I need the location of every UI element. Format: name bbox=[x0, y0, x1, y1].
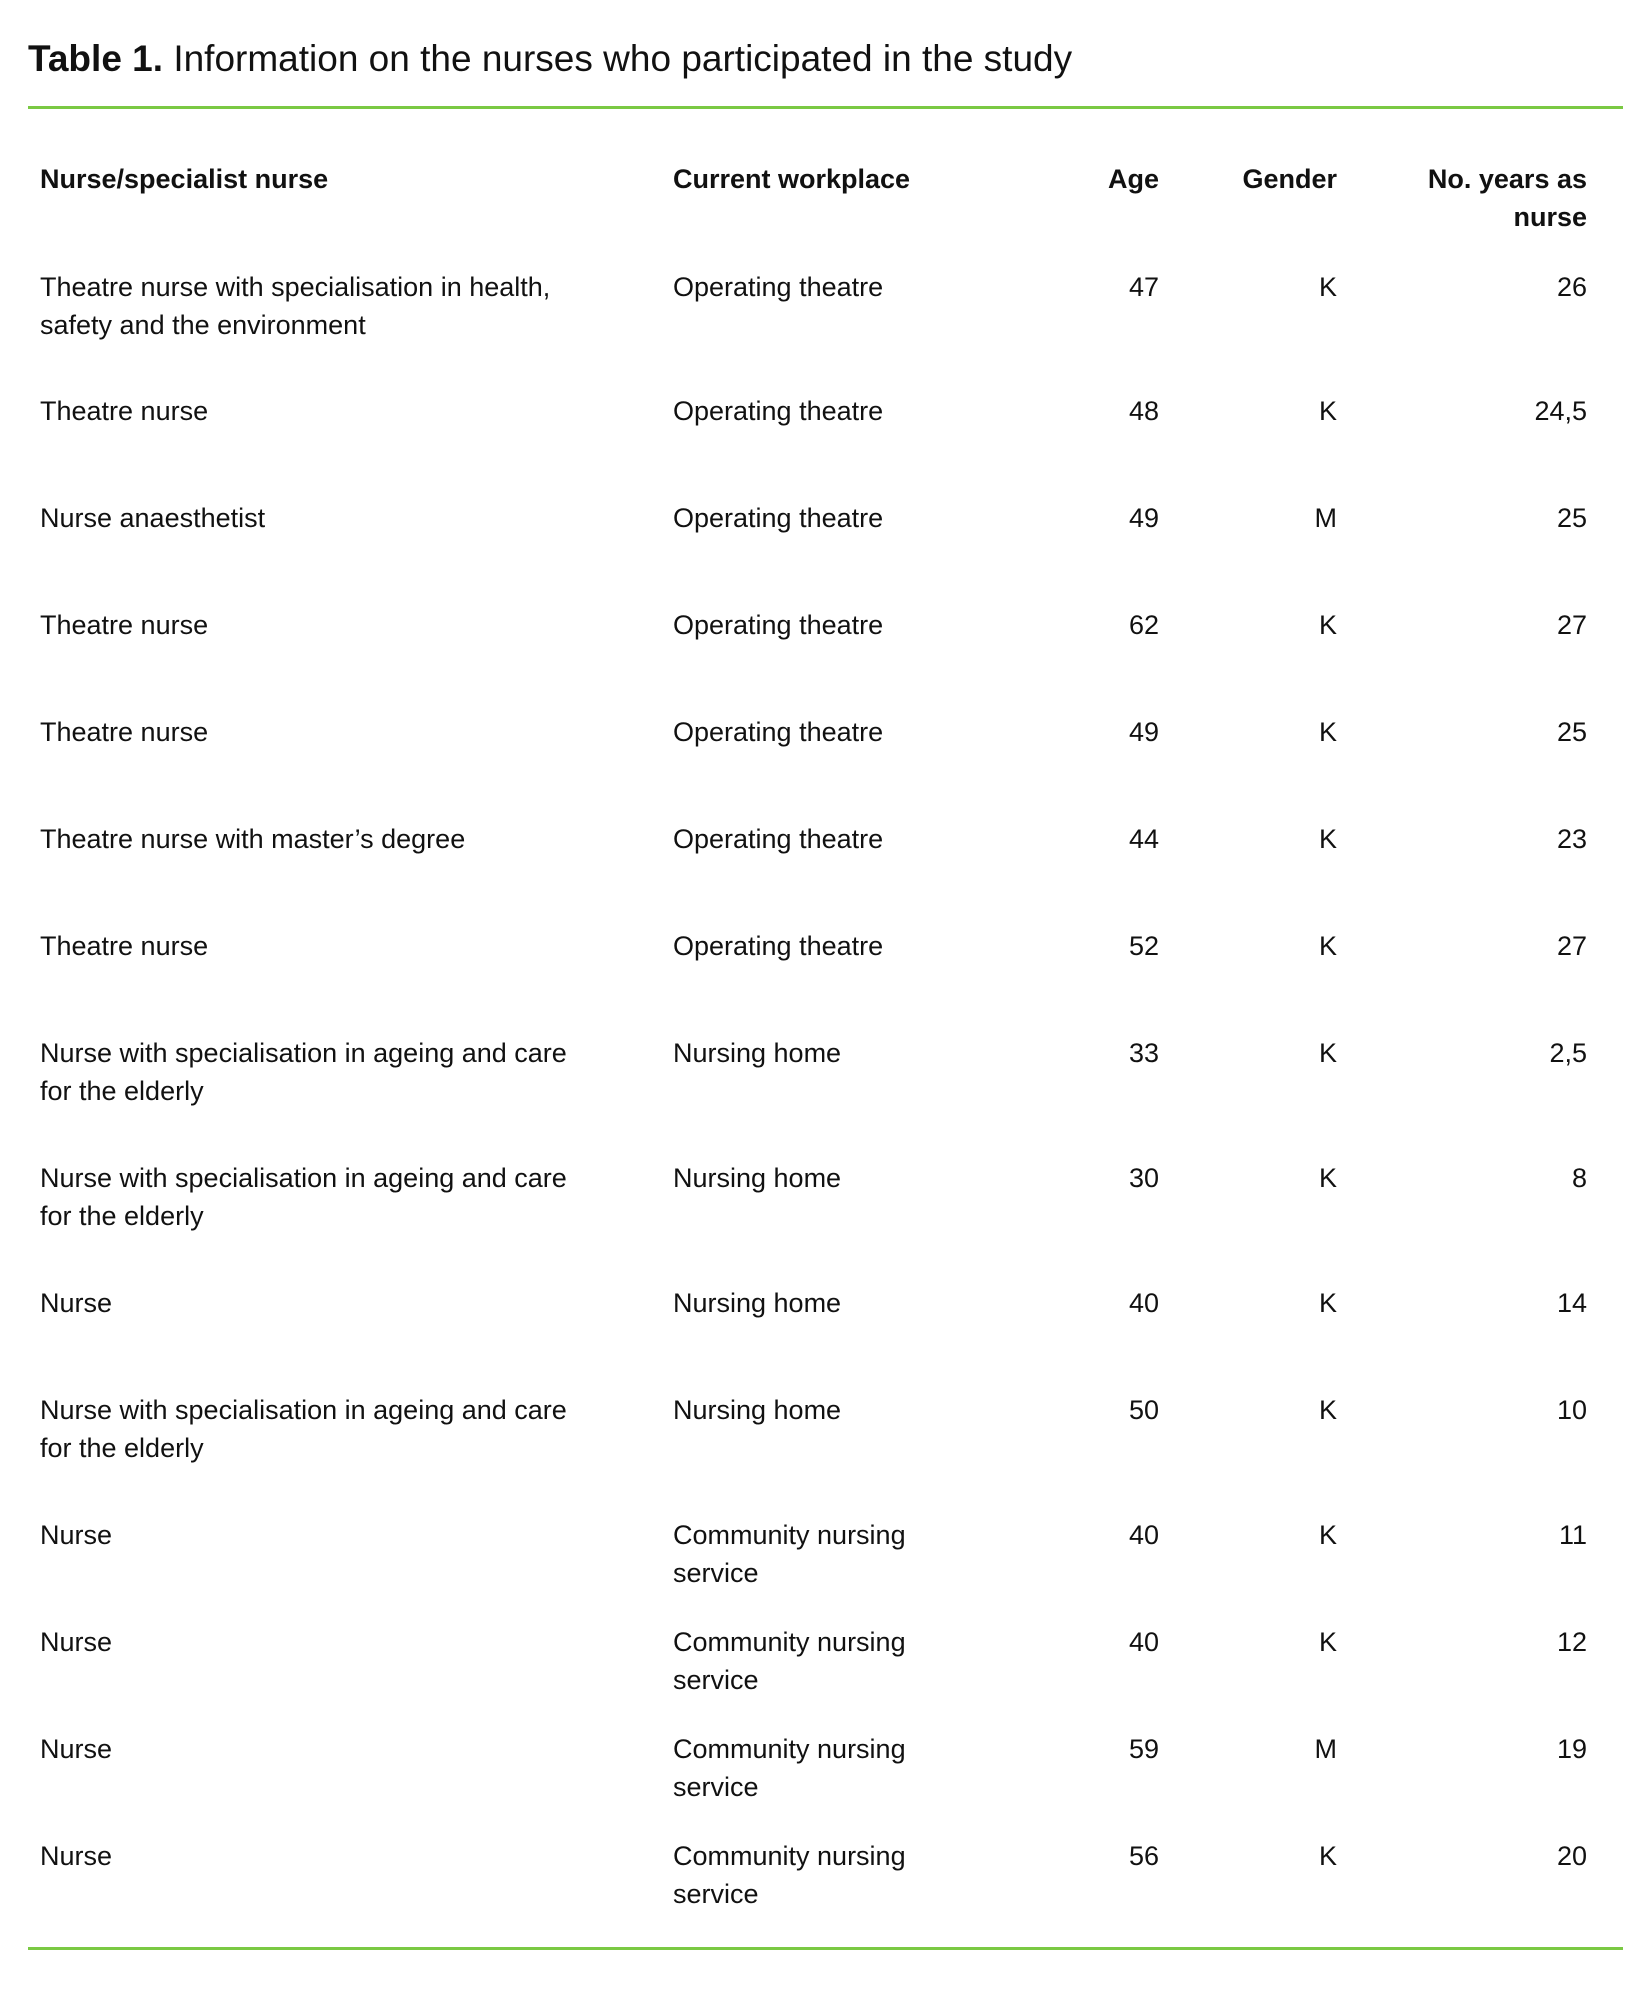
workplace-cell: Nursing home bbox=[673, 1163, 842, 1193]
workplace-cell: Operating theatre bbox=[673, 717, 884, 747]
years-cell: 10 bbox=[1556, 1395, 1587, 1425]
gender-cell: K bbox=[1318, 717, 1337, 747]
years-cell: 25 bbox=[1556, 503, 1587, 533]
workplace-cell: Nursing home bbox=[673, 1395, 842, 1425]
age-cell: 40 bbox=[1128, 1520, 1159, 1550]
gender-cell: M bbox=[1314, 1734, 1338, 1764]
workplace-cell: Community nursing service bbox=[673, 1520, 906, 1588]
gender-cell: K bbox=[1318, 824, 1337, 854]
workplace-cell: Community nursing service bbox=[673, 1627, 906, 1695]
nurse-cell: Nurse bbox=[40, 1734, 113, 1764]
years-cell: 27 bbox=[1556, 931, 1587, 961]
years-cell: 25 bbox=[1556, 717, 1587, 747]
workplace-cell: Community nursing service bbox=[673, 1841, 906, 1909]
nurse-cell: Nurse with specialisation in ageing and … bbox=[40, 1395, 567, 1463]
age-cell: 44 bbox=[1128, 824, 1159, 854]
workplace-cell: Operating theatre bbox=[673, 610, 884, 640]
gender-cell: K bbox=[1318, 610, 1337, 640]
age-cell: 62 bbox=[1128, 610, 1159, 640]
age-cell: 49 bbox=[1128, 503, 1159, 533]
years-cell: 27 bbox=[1556, 610, 1587, 640]
nurse-cell: Theatre nurse bbox=[40, 717, 209, 747]
years-cell: 26 bbox=[1556, 272, 1587, 302]
age-cell: 47 bbox=[1128, 272, 1159, 302]
years-cell: 2,5 bbox=[1549, 1038, 1587, 1068]
workplace-cell: Operating theatre bbox=[673, 931, 884, 961]
header-gender: Gender bbox=[1242, 164, 1337, 194]
gender-cell: K bbox=[1318, 1163, 1337, 1193]
gender-cell: K bbox=[1318, 1841, 1337, 1871]
age-cell: 33 bbox=[1128, 1038, 1159, 1068]
nurse-cell: Nurse bbox=[40, 1520, 113, 1550]
gender-cell: K bbox=[1318, 1395, 1337, 1425]
nurse-cell: Theatre nurse bbox=[40, 396, 209, 426]
age-cell: 59 bbox=[1128, 1734, 1159, 1764]
nurse-cell: Theatre nurse with specialisation in hea… bbox=[40, 272, 551, 340]
workplace-cell: Operating theatre bbox=[673, 503, 884, 533]
gender-cell: K bbox=[1318, 1520, 1337, 1550]
nurse-cell: Nurse bbox=[40, 1288, 113, 1318]
nurse-cell: Theatre nurse bbox=[40, 931, 209, 961]
years-cell: 8 bbox=[1571, 1163, 1587, 1193]
nurse-cell: Nurse anaesthetist bbox=[40, 503, 266, 533]
years-cell: 11 bbox=[1558, 1520, 1587, 1550]
table-caption: Information on the nurses who participat… bbox=[173, 38, 1073, 79]
years-cell: 20 bbox=[1556, 1841, 1587, 1871]
workplace-cell: Community nursing service bbox=[673, 1734, 906, 1802]
nurse-cell: Nurse bbox=[40, 1841, 113, 1871]
gender-cell: K bbox=[1318, 931, 1337, 961]
gender-cell: M bbox=[1314, 503, 1338, 533]
age-cell: 49 bbox=[1128, 717, 1159, 747]
years-cell: 19 bbox=[1556, 1734, 1587, 1764]
gender-cell: K bbox=[1318, 272, 1337, 302]
workplace-cell: Operating theatre bbox=[673, 396, 884, 426]
nurse-cell: Nurse with specialisation in ageing and … bbox=[40, 1038, 567, 1106]
age-cell: 56 bbox=[1128, 1841, 1159, 1871]
nurse-cell: Nurse with specialisation in ageing and … bbox=[40, 1163, 567, 1231]
age-cell: 52 bbox=[1128, 931, 1159, 961]
nurse-cell: Theatre nurse with master’s degree bbox=[40, 824, 466, 854]
age-cell: 40 bbox=[1128, 1627, 1159, 1657]
table-label: Table 1. bbox=[28, 38, 164, 79]
age-cell: 30 bbox=[1128, 1163, 1159, 1193]
years-cell: 23 bbox=[1556, 824, 1587, 854]
age-cell: 48 bbox=[1128, 396, 1159, 426]
years-cell: 12 bbox=[1556, 1627, 1587, 1657]
header-nurse: Nurse/specialist nurse bbox=[40, 164, 329, 194]
workplace-cell: Operating theatre bbox=[673, 272, 884, 302]
age-cell: 50 bbox=[1128, 1395, 1159, 1425]
nurse-cell: Nurse bbox=[40, 1627, 113, 1657]
gender-cell: K bbox=[1318, 1038, 1337, 1068]
years-cell: 14 bbox=[1556, 1288, 1587, 1318]
years-cell: 24,5 bbox=[1534, 396, 1587, 426]
workplace-cell: Nursing home bbox=[673, 1038, 842, 1068]
workplace-cell: Operating theatre bbox=[673, 824, 884, 854]
top-rule bbox=[28, 106, 1623, 109]
bottom-rule bbox=[28, 1947, 1623, 1950]
header-years: No. years as nurse bbox=[1427, 164, 1587, 232]
header-age: Age bbox=[1107, 164, 1159, 194]
gender-cell: K bbox=[1318, 396, 1337, 426]
gender-cell: K bbox=[1318, 1288, 1337, 1318]
gender-cell: K bbox=[1318, 1627, 1337, 1657]
workplace-cell: Nursing home bbox=[673, 1288, 842, 1318]
header-workplace: Current workplace bbox=[673, 164, 911, 194]
nurse-cell: Theatre nurse bbox=[40, 610, 209, 640]
table-title: Table 1. Information on the nurses who p… bbox=[28, 38, 1072, 80]
age-cell: 40 bbox=[1128, 1288, 1159, 1318]
